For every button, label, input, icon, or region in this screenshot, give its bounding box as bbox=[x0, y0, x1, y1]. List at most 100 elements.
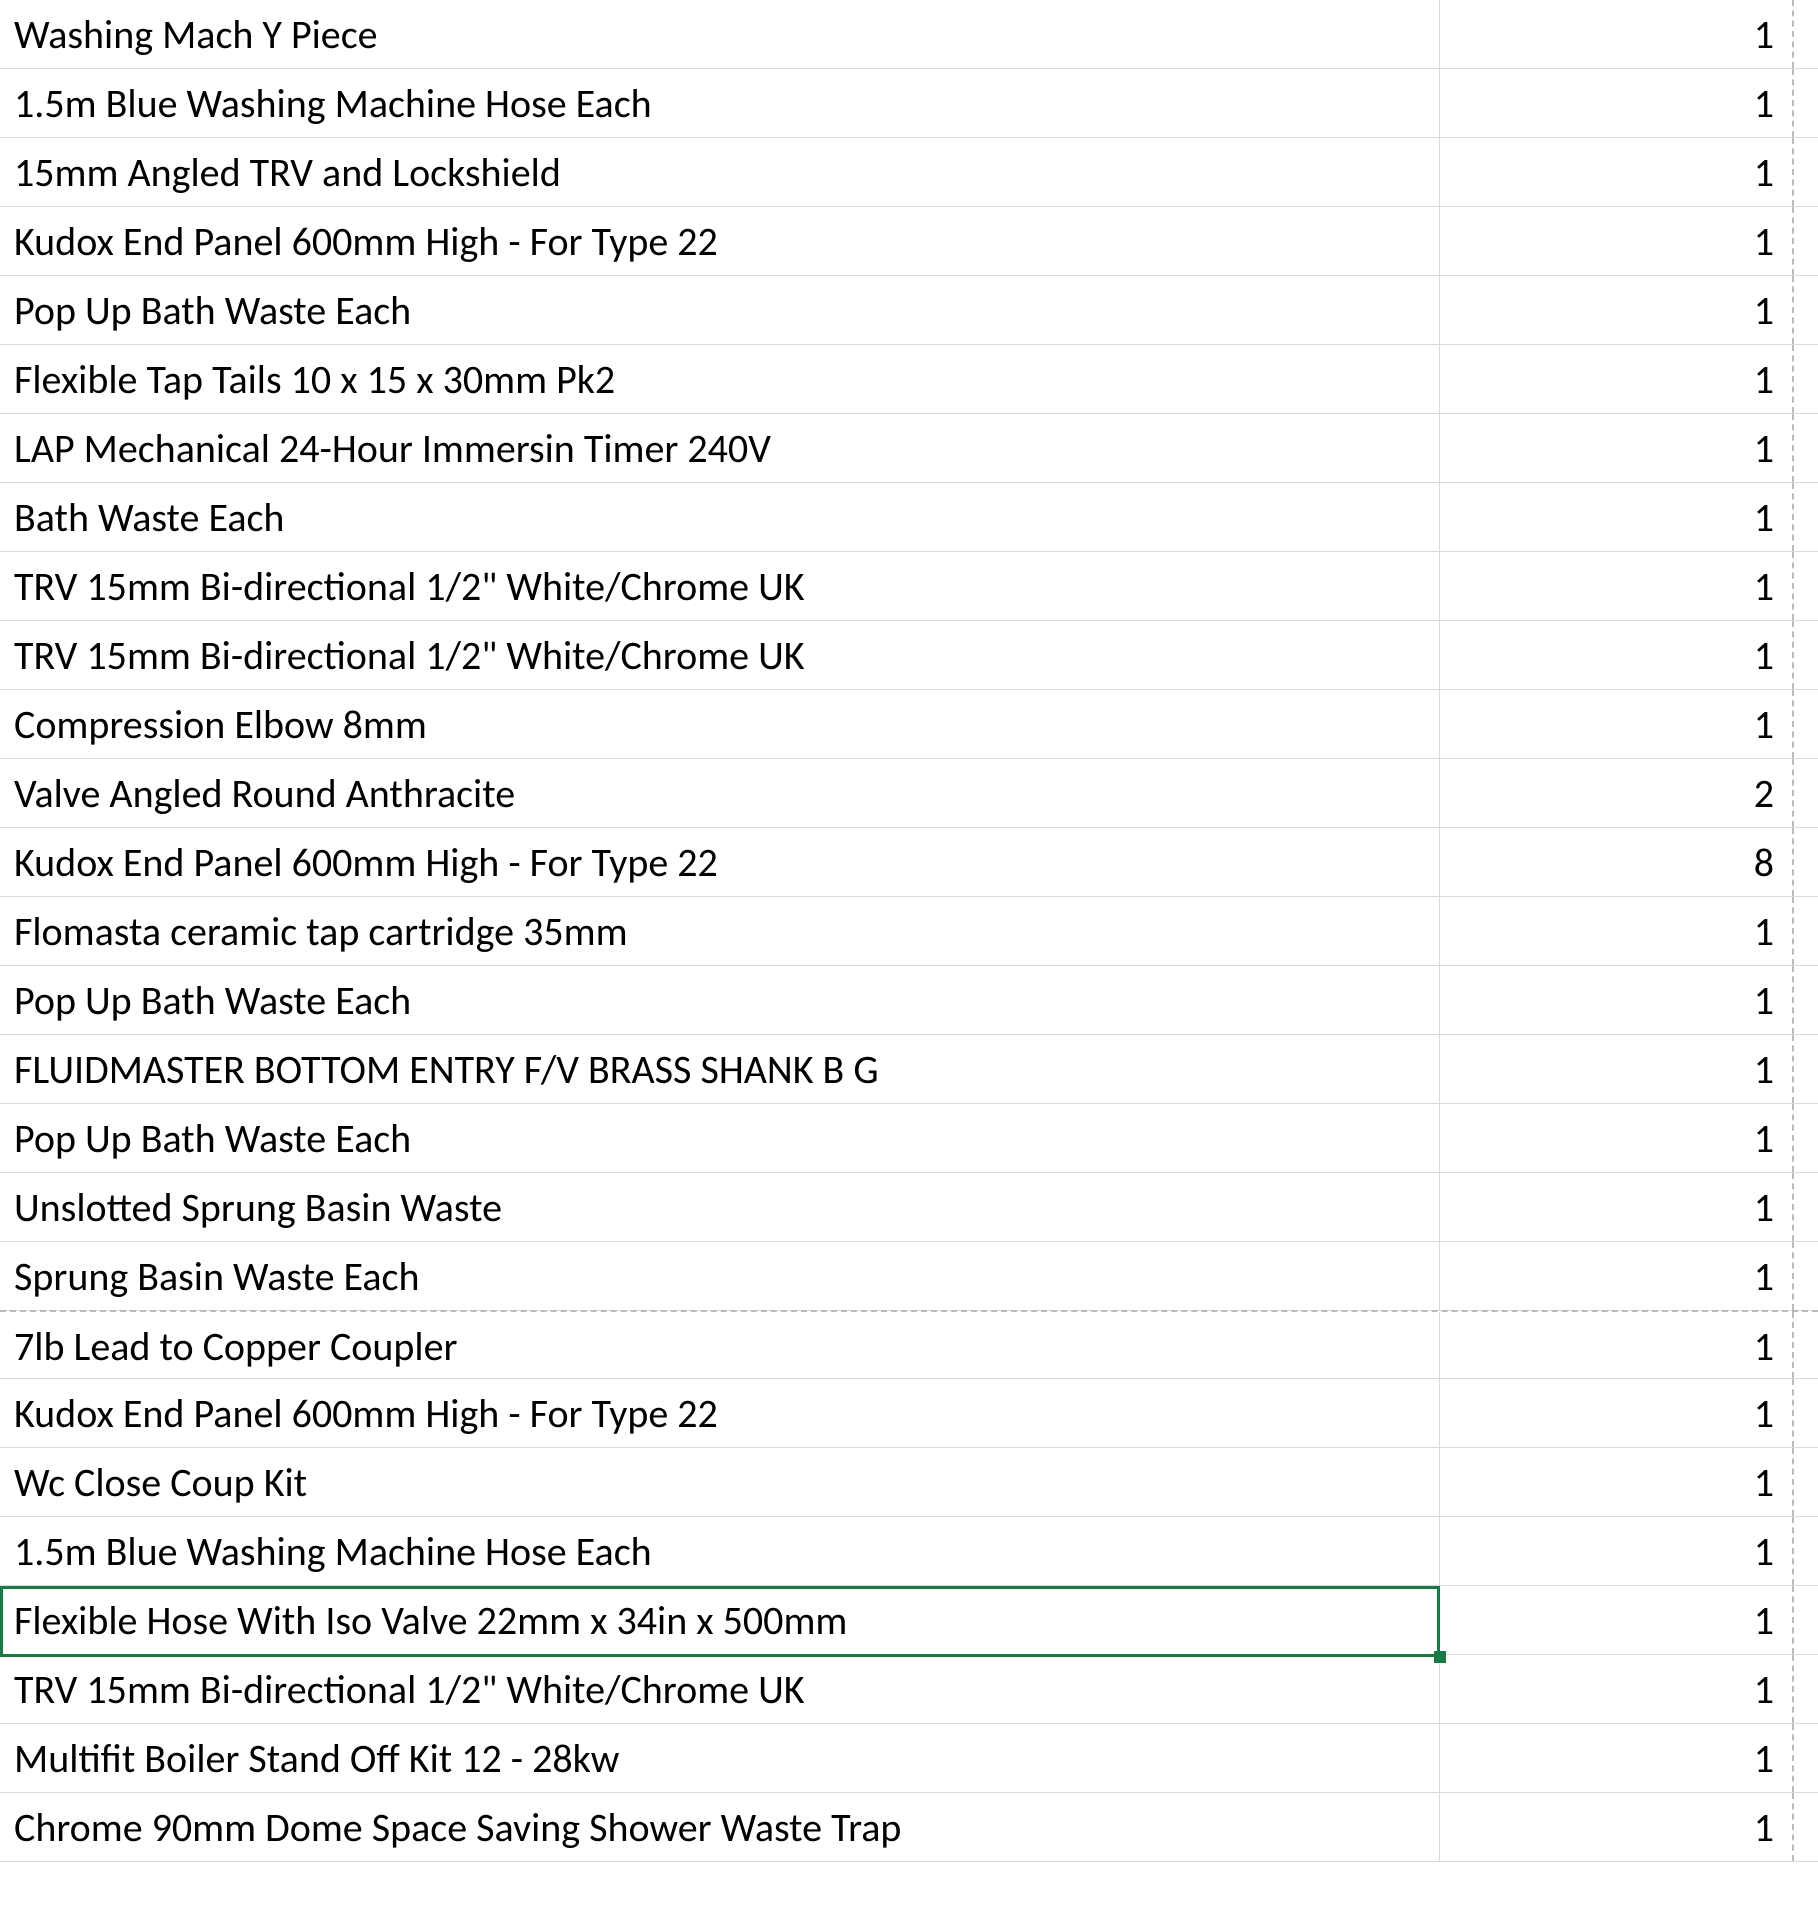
cell-qty[interactable]: 1 bbox=[1440, 276, 1794, 344]
table-row[interactable]: Kudox End Panel 600mm High - For Type 22… bbox=[0, 1379, 1818, 1448]
cell-item[interactable]: 1.5m Blue Washing Machine Hose Each bbox=[0, 1517, 1440, 1585]
cell-empty[interactable] bbox=[1794, 1379, 1818, 1447]
cell-empty[interactable] bbox=[1794, 483, 1818, 551]
table-row[interactable]: Multifit Boiler Stand Off Kit 12 - 28kw1 bbox=[0, 1724, 1818, 1793]
cell-item[interactable]: 1.5m Blue Washing Machine Hose Each bbox=[0, 69, 1440, 137]
table-row[interactable]: Wc Close Coup Kit1 bbox=[0, 1448, 1818, 1517]
table-row[interactable]: 7lb Lead to Copper Coupler1 bbox=[0, 1310, 1818, 1379]
spreadsheet-grid[interactable]: Washing Mach Y Piece11.5m Blue Washing M… bbox=[0, 0, 1818, 1862]
cell-qty[interactable]: 1 bbox=[1440, 1312, 1794, 1378]
cell-item[interactable]: TRV 15mm Bi-directional 1/2" White/Chrom… bbox=[0, 1655, 1440, 1723]
cell-item[interactable]: Compression Elbow 8mm bbox=[0, 690, 1440, 758]
cell-qty[interactable]: 1 bbox=[1440, 483, 1794, 551]
cell-empty[interactable] bbox=[1794, 1793, 1818, 1861]
cell-empty[interactable] bbox=[1794, 276, 1818, 344]
cell-empty[interactable] bbox=[1794, 1035, 1818, 1103]
cell-item[interactable]: Flomasta ceramic tap cartridge 35mm bbox=[0, 897, 1440, 965]
cell-item[interactable]: Valve Angled Round Anthracite bbox=[0, 759, 1440, 827]
table-row[interactable]: Kudox End Panel 600mm High - For Type 22… bbox=[0, 207, 1818, 276]
cell-empty[interactable] bbox=[1794, 345, 1818, 413]
cell-empty[interactable] bbox=[1794, 69, 1818, 137]
cell-item[interactable]: TRV 15mm Bi-directional 1/2" White/Chrom… bbox=[0, 552, 1440, 620]
cell-item[interactable]: Sprung Basin Waste Each bbox=[0, 1242, 1440, 1310]
cell-qty[interactable]: 1 bbox=[1440, 69, 1794, 137]
cell-qty[interactable]: 1 bbox=[1440, 1517, 1794, 1585]
cell-qty[interactable]: 1 bbox=[1440, 1035, 1794, 1103]
cell-item[interactable]: Pop Up Bath Waste Each bbox=[0, 276, 1440, 344]
table-row[interactable]: Chrome 90mm Dome Space Saving Shower Was… bbox=[0, 1793, 1818, 1862]
cell-empty[interactable] bbox=[1794, 1586, 1818, 1654]
table-row[interactable]: TRV 15mm Bi-directional 1/2" White/Chrom… bbox=[0, 1655, 1818, 1724]
cell-item[interactable]: LAP Mechanical 24-Hour Immersin Timer 24… bbox=[0, 414, 1440, 482]
cell-qty[interactable]: 1 bbox=[1440, 1379, 1794, 1447]
cell-empty[interactable] bbox=[1794, 759, 1818, 827]
cell-empty[interactable] bbox=[1794, 207, 1818, 275]
cell-qty[interactable]: 1 bbox=[1440, 1173, 1794, 1241]
cell-empty[interactable] bbox=[1794, 1312, 1818, 1378]
cell-qty[interactable]: 1 bbox=[1440, 690, 1794, 758]
table-row[interactable]: Sprung Basin Waste Each1 bbox=[0, 1242, 1818, 1311]
table-row[interactable]: Compression Elbow 8mm1 bbox=[0, 690, 1818, 759]
cell-empty[interactable] bbox=[1794, 1104, 1818, 1172]
cell-empty[interactable] bbox=[1794, 690, 1818, 758]
cell-empty[interactable] bbox=[1794, 897, 1818, 965]
cell-empty[interactable] bbox=[1794, 1173, 1818, 1241]
cell-empty[interactable] bbox=[1794, 1655, 1818, 1723]
cell-item[interactable]: Unslotted Sprung Basin Waste bbox=[0, 1173, 1440, 1241]
table-row[interactable]: Unslotted Sprung Basin Waste1 bbox=[0, 1173, 1818, 1242]
cell-qty[interactable]: 1 bbox=[1440, 138, 1794, 206]
cell-qty[interactable]: 1 bbox=[1440, 1586, 1794, 1654]
cell-item[interactable]: Bath Waste Each bbox=[0, 483, 1440, 551]
cell-qty[interactable]: 1 bbox=[1440, 1724, 1794, 1792]
table-row[interactable]: 15mm Angled TRV and Lockshield1 bbox=[0, 138, 1818, 207]
cell-qty[interactable]: 1 bbox=[1440, 345, 1794, 413]
cell-empty[interactable] bbox=[1794, 414, 1818, 482]
cell-item[interactable]: Kudox End Panel 600mm High - For Type 22 bbox=[0, 828, 1440, 896]
cell-item[interactable]: Pop Up Bath Waste Each bbox=[0, 1104, 1440, 1172]
cell-qty[interactable]: 1 bbox=[1440, 0, 1794, 68]
cell-empty[interactable] bbox=[1794, 552, 1818, 620]
cell-empty[interactable] bbox=[1794, 966, 1818, 1034]
cell-qty[interactable]: 8 bbox=[1440, 828, 1794, 896]
cell-item[interactable]: 15mm Angled TRV and Lockshield bbox=[0, 138, 1440, 206]
table-row[interactable]: Pop Up Bath Waste Each1 bbox=[0, 966, 1818, 1035]
table-row[interactable]: 1.5m Blue Washing Machine Hose Each1 bbox=[0, 1517, 1818, 1586]
table-row[interactable]: Washing Mach Y Piece1 bbox=[0, 0, 1818, 69]
cell-qty[interactable]: 1 bbox=[1440, 414, 1794, 482]
table-row[interactable]: Kudox End Panel 600mm High - For Type 22… bbox=[0, 828, 1818, 897]
cell-item[interactable]: FLUIDMASTER BOTTOM ENTRY F/V BRASS SHANK… bbox=[0, 1035, 1440, 1103]
cell-empty[interactable] bbox=[1794, 138, 1818, 206]
cell-empty[interactable] bbox=[1794, 1724, 1818, 1792]
cell-item[interactable]: Kudox End Panel 600mm High - For Type 22 bbox=[0, 207, 1440, 275]
table-row[interactable]: 1.5m Blue Washing Machine Hose Each1 bbox=[0, 69, 1818, 138]
table-row[interactable]: Flexible Hose With Iso Valve 22mm x 34in… bbox=[0, 1586, 1818, 1655]
cell-empty[interactable] bbox=[1794, 828, 1818, 896]
cell-qty[interactable]: 1 bbox=[1440, 1655, 1794, 1723]
cell-empty[interactable] bbox=[1794, 1242, 1818, 1310]
cell-qty[interactable]: 1 bbox=[1440, 552, 1794, 620]
table-row[interactable]: Flomasta ceramic tap cartridge 35mm1 bbox=[0, 897, 1818, 966]
table-row[interactable]: TRV 15mm Bi-directional 1/2" White/Chrom… bbox=[0, 621, 1818, 690]
cell-qty[interactable]: 1 bbox=[1440, 207, 1794, 275]
table-row[interactable]: Valve Angled Round Anthracite2 bbox=[0, 759, 1818, 828]
table-row[interactable]: TRV 15mm Bi-directional 1/2" White/Chrom… bbox=[0, 552, 1818, 621]
cell-item[interactable]: Flexible Hose With Iso Valve 22mm x 34in… bbox=[0, 1586, 1440, 1654]
table-row[interactable]: Pop Up Bath Waste Each1 bbox=[0, 1104, 1818, 1173]
cell-qty[interactable]: 1 bbox=[1440, 1448, 1794, 1516]
cell-item[interactable]: Kudox End Panel 600mm High - For Type 22 bbox=[0, 1379, 1440, 1447]
cell-qty[interactable]: 1 bbox=[1440, 1242, 1794, 1310]
cell-qty[interactable]: 1 bbox=[1440, 1793, 1794, 1861]
cell-qty[interactable]: 1 bbox=[1440, 897, 1794, 965]
cell-item[interactable]: TRV 15mm Bi-directional 1/2" White/Chrom… bbox=[0, 621, 1440, 689]
cell-item[interactable]: Pop Up Bath Waste Each bbox=[0, 966, 1440, 1034]
table-row[interactable]: Flexible Tap Tails 10 x 15 x 30mm Pk21 bbox=[0, 345, 1818, 414]
cell-item[interactable]: Flexible Tap Tails 10 x 15 x 30mm Pk2 bbox=[0, 345, 1440, 413]
cell-empty[interactable] bbox=[1794, 621, 1818, 689]
cell-item[interactable]: 7lb Lead to Copper Coupler bbox=[0, 1312, 1440, 1378]
table-row[interactable]: Pop Up Bath Waste Each1 bbox=[0, 276, 1818, 345]
cell-qty[interactable]: 1 bbox=[1440, 966, 1794, 1034]
table-row[interactable]: LAP Mechanical 24-Hour Immersin Timer 24… bbox=[0, 414, 1818, 483]
cell-empty[interactable] bbox=[1794, 1517, 1818, 1585]
cell-qty[interactable]: 1 bbox=[1440, 1104, 1794, 1172]
cell-qty[interactable]: 1 bbox=[1440, 621, 1794, 689]
